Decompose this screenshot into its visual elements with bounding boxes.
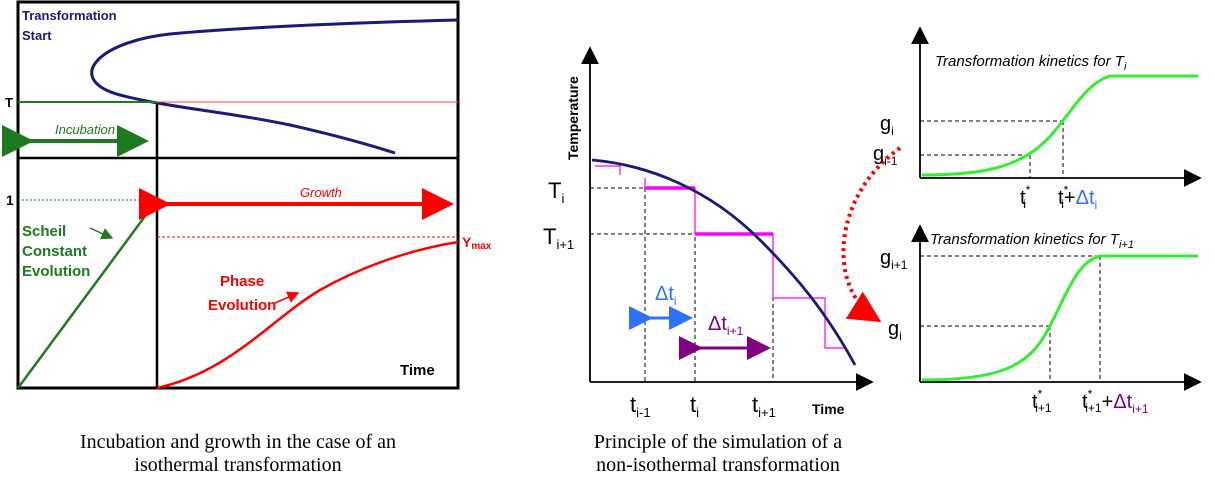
kb-gi-label: gi (888, 318, 902, 343)
kt-title: Transformation kinetics for Ti (935, 53, 1127, 73)
dt-i-label: Δti (655, 283, 677, 308)
t-ip1-label: ti+1 (752, 392, 776, 420)
left-caption-line-2: isothermal transformation (134, 454, 341, 476)
kinetics-bottom: Transformation kinetics for Ti+1 gi+1 gi… (880, 224, 1202, 416)
temperature-label: Temperature (565, 76, 581, 160)
right-caption-line-1: Principle of the simulation of a (594, 431, 842, 453)
t-label: T (5, 95, 13, 110)
left-caption-line-1: Incubation and growth in the case of an (80, 431, 396, 453)
connector-arrow (841, 146, 902, 323)
time-label-right: Time (812, 401, 845, 417)
cooling-curve (591, 158, 857, 366)
t-i-label: ti (690, 392, 699, 420)
kb-gi1-label: gi+1 (880, 247, 908, 272)
scheil-line (16, 199, 159, 389)
transformation-start-curve (90, 18, 459, 155)
kt-tstar-plus-label: t* i+Δti (1058, 183, 1097, 212)
one-label: 1 (6, 192, 14, 208)
right-figure: Temperature Time Ti Ti+1 Δti Δti+1 ti-1 … (543, 46, 902, 476)
t-im1-label: ti-1 (630, 392, 651, 420)
left-figure-frame (16, 0, 460, 390)
ymax-label: Ymax (462, 234, 492, 252)
scheil-label-1: Scheil (22, 223, 66, 240)
time-label-left: Time (400, 362, 435, 379)
left-figure: Transformation Start T Incubation 1 Sche… (2, 0, 492, 476)
transformation-label: Transformation (22, 8, 117, 23)
start-label: Start (22, 28, 52, 43)
kinetics-top: Transformation kinetics for Ti gi gi-1 t… (873, 26, 1202, 212)
kt-tstar-label: t* i (1020, 183, 1031, 211)
scheil-label-2: Constant (22, 243, 87, 260)
kt-gim1-label: gi-1 (873, 143, 898, 168)
ti1-label: Ti+1 (543, 224, 574, 252)
growth-label: Growth (300, 185, 342, 200)
evolution-label: Evolution (208, 297, 276, 314)
kb-tstar-label: t* i+1 (1032, 387, 1052, 415)
phase-evolution-curve (156, 240, 459, 390)
scheil-label-3: Evolution (22, 263, 90, 280)
dt-i1-label: Δti+1 (708, 313, 744, 338)
right-caption-line-2: non-isothermal transformation (596, 454, 840, 476)
kb-curve (921, 254, 1198, 382)
scheil-pointer (89, 227, 114, 240)
phase-label: Phase (220, 273, 264, 290)
kb-tstar-plus-label: t* i+1+Δti+1 (1082, 387, 1149, 416)
kb-title: Transformation kinetics for Ti+1 (930, 231, 1134, 251)
kt-gi-label: gi (880, 113, 894, 138)
incubation-label: Incubation (55, 122, 115, 137)
kt-curve (921, 74, 1198, 177)
phase-pointer (274, 291, 300, 304)
ti-label: Ti (548, 178, 564, 206)
